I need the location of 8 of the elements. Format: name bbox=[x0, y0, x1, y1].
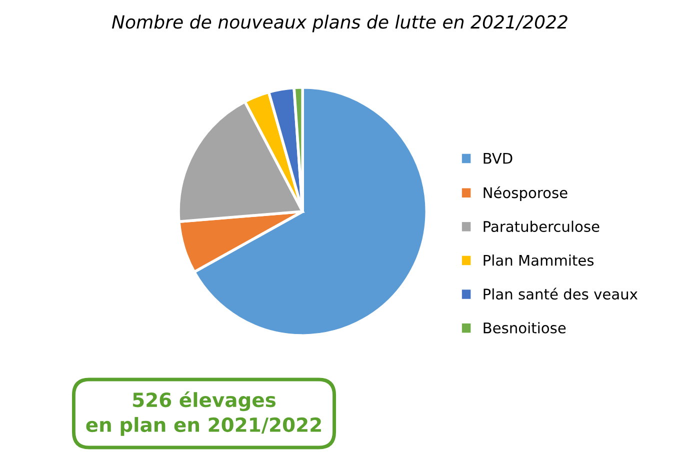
chart-title: Nombre de nouveaux plans de lutte en 2021/2022 bbox=[112, 14, 568, 32]
legend-label: Néosporose bbox=[484, 186, 568, 202]
text: 526 élevages en plan en 2021/2022 bbox=[86, 391, 321, 436]
legend-label: Plan Mammites bbox=[484, 254, 594, 266]
legend-label: BVD bbox=[484, 152, 512, 164]
legend-label: Besnoitiose bbox=[484, 322, 566, 334]
legend-label: Plan santé des veaux bbox=[484, 288, 638, 300]
legend-label: Paratuberculose bbox=[484, 220, 600, 232]
